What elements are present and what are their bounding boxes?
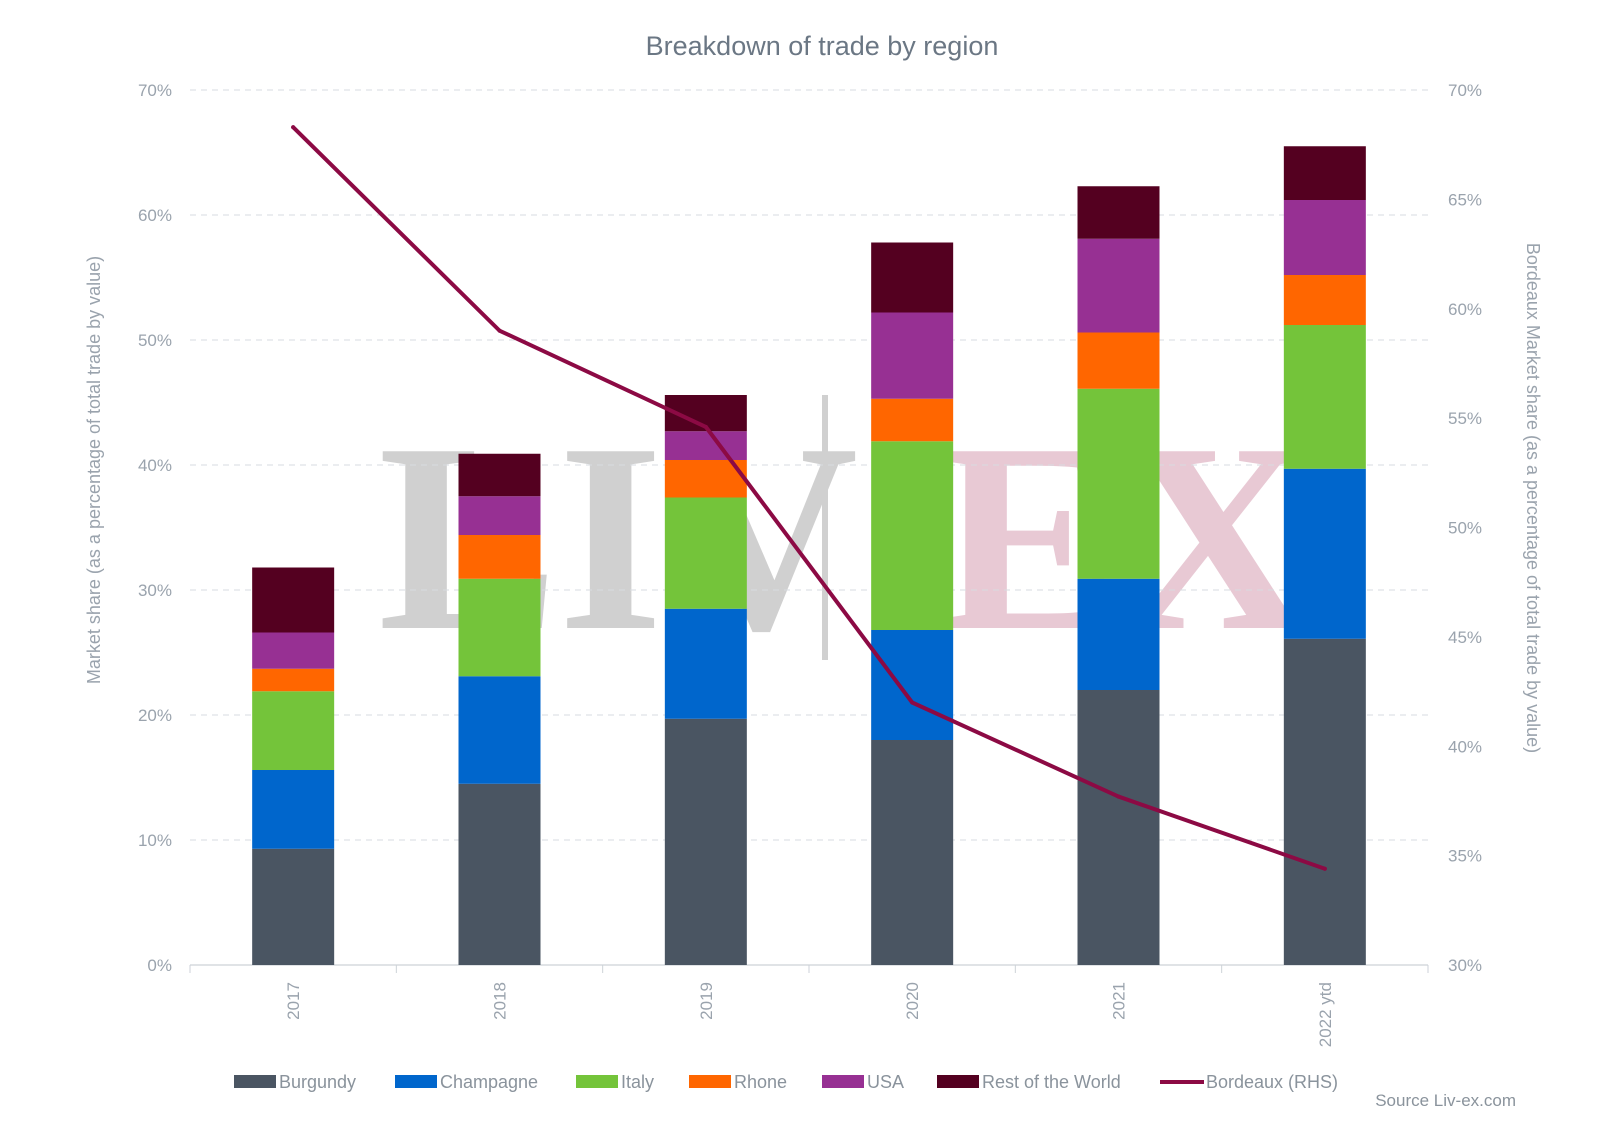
legend-label: Champagne bbox=[440, 1072, 538, 1092]
bar-italy bbox=[1283, 325, 1366, 469]
bar-usa bbox=[871, 312, 954, 399]
line-point bbox=[703, 424, 708, 429]
bar-rest-of-the-world bbox=[1077, 186, 1160, 239]
line-point bbox=[910, 700, 915, 705]
line-point bbox=[1322, 866, 1327, 871]
bar-burgundy bbox=[664, 718, 747, 965]
y2-tick-label: 65% bbox=[1448, 190, 1482, 209]
x-tick-label: 2020 bbox=[903, 982, 922, 1020]
bar-burgundy bbox=[1077, 690, 1160, 965]
y2-axis-title: Bordeaux Market share (as a percentage o… bbox=[1523, 243, 1543, 753]
bar-champagne bbox=[252, 770, 335, 849]
bars bbox=[252, 146, 1366, 965]
bar-rest-of-the-world bbox=[252, 567, 335, 633]
y-tick-label: 40% bbox=[138, 456, 172, 475]
y2-tick-label: 70% bbox=[1448, 81, 1482, 100]
bar-usa bbox=[458, 496, 541, 535]
y2-tick-label: 60% bbox=[1448, 300, 1482, 319]
bar-rest-of-the-world bbox=[458, 453, 541, 497]
x-tick-label: 2017 bbox=[284, 982, 303, 1020]
bar-burgundy bbox=[252, 848, 335, 965]
bar-rhone bbox=[1283, 275, 1366, 325]
grid bbox=[190, 89, 1428, 841]
line-series bbox=[291, 125, 1327, 871]
line-point bbox=[1116, 794, 1121, 799]
y-tick-label: 20% bbox=[138, 706, 172, 725]
bar-usa bbox=[1283, 200, 1366, 275]
bar-italy bbox=[458, 578, 541, 677]
source-label: Source Liv-ex.com bbox=[1375, 1091, 1516, 1110]
bar-italy bbox=[664, 497, 747, 609]
chart-title: Breakdown of trade by region bbox=[646, 31, 999, 61]
bar-italy bbox=[1077, 388, 1160, 579]
x-tick-label: 2021 bbox=[1110, 982, 1129, 1020]
x-tick-label: 2022 ytd bbox=[1316, 982, 1335, 1047]
bar-italy bbox=[252, 691, 335, 770]
y-tick-label: 0% bbox=[147, 956, 172, 975]
bar-usa bbox=[252, 632, 335, 669]
bar-rhone bbox=[871, 398, 954, 442]
legend-label: USA bbox=[867, 1072, 904, 1092]
bar-rhone bbox=[252, 668, 335, 692]
legend-label: Italy bbox=[621, 1072, 654, 1092]
bar-champagne bbox=[1077, 578, 1160, 690]
legend-label: Rest of the World bbox=[982, 1072, 1121, 1092]
legend-swatch bbox=[395, 1075, 437, 1088]
y-tick-label: 10% bbox=[138, 831, 172, 850]
legend: Burgundy Champagne Italy Rhone USA Rest of th… bbox=[234, 1072, 1338, 1092]
bar-italy bbox=[871, 441, 954, 630]
legend-label: Bordeaux (RHS) bbox=[1206, 1072, 1338, 1092]
x-tick-label: 2018 bbox=[491, 982, 510, 1020]
y2-tick-label: 55% bbox=[1448, 409, 1482, 428]
watermark-divider bbox=[822, 395, 828, 660]
bar-champagne bbox=[664, 608, 747, 719]
bar-champagne bbox=[458, 676, 541, 784]
x-tick-label: 2019 bbox=[697, 982, 716, 1020]
y-tick-label: 60% bbox=[138, 206, 172, 225]
bar-champagne bbox=[871, 630, 954, 740]
bar-burgundy bbox=[1283, 638, 1366, 965]
legend-swatch bbox=[576, 1075, 618, 1088]
line-point bbox=[497, 328, 502, 333]
y-axis-title: Market share (as a percentage of total t… bbox=[84, 256, 104, 684]
bar-rhone bbox=[458, 535, 541, 579]
bar-rest-of-the-world bbox=[1283, 146, 1366, 200]
y2-tick-label: 50% bbox=[1448, 519, 1482, 538]
bar-rhone bbox=[1077, 332, 1160, 389]
legend-label: Burgundy bbox=[279, 1072, 356, 1092]
y2-tick-label: 40% bbox=[1448, 737, 1482, 756]
y-tick-label: 70% bbox=[138, 81, 172, 100]
legend-swatch bbox=[937, 1075, 979, 1088]
bar-usa bbox=[664, 431, 747, 460]
bar-burgundy bbox=[871, 740, 954, 965]
y-tick-label: 50% bbox=[138, 331, 172, 350]
line-point bbox=[291, 125, 296, 130]
y2-tick-label: 30% bbox=[1448, 956, 1482, 975]
line-bordeaux bbox=[291, 125, 1327, 871]
y2-tick-label: 45% bbox=[1448, 628, 1482, 647]
bar-usa bbox=[1077, 238, 1160, 333]
watermark-text-left: LIV bbox=[378, 388, 858, 687]
y2-tick-label: 35% bbox=[1448, 847, 1482, 866]
legend-swatch bbox=[689, 1075, 731, 1088]
y-tick-label: 30% bbox=[138, 581, 172, 600]
legend-swatch bbox=[234, 1075, 276, 1088]
legend-label: Rhone bbox=[734, 1072, 787, 1092]
bar-champagne bbox=[1283, 468, 1366, 639]
bar-burgundy bbox=[458, 783, 541, 965]
bar-rest-of-the-world bbox=[871, 242, 954, 313]
axes: 0% 10% 20% 30% 40% 50% 60% 70% 30% 35% 40% 45% 50% 55… bbox=[138, 81, 1482, 1047]
legend-swatch bbox=[822, 1075, 864, 1088]
